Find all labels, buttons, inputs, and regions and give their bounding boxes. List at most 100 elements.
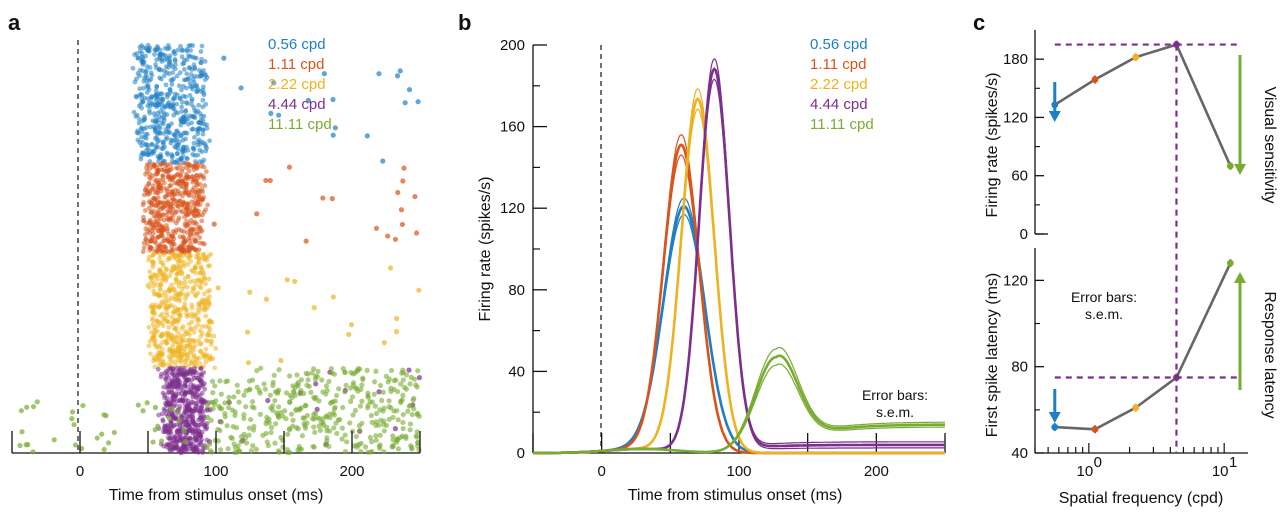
raster-dot	[200, 104, 206, 110]
raster-dot	[176, 279, 182, 285]
raster-dot	[181, 199, 187, 205]
response-latency-label: Response latency	[1261, 291, 1278, 418]
raster-dot	[147, 284, 152, 290]
raster-dot	[196, 259, 202, 265]
raster-dot	[187, 237, 193, 243]
raster-dot	[276, 414, 282, 420]
raster-dot	[402, 100, 408, 106]
raster-dot	[168, 89, 173, 95]
raster-dot	[170, 213, 176, 219]
raster-dot	[312, 410, 319, 416]
raster-dot	[344, 439, 350, 445]
raster-dot	[411, 406, 417, 412]
raster-dot	[183, 136, 188, 142]
raster-dot	[354, 385, 360, 391]
raster-dot	[373, 433, 379, 439]
raster-dot	[199, 121, 204, 126]
raster-dot	[285, 431, 291, 437]
raster-dot	[141, 214, 146, 220]
freq-tick-exp-2: 1	[1229, 454, 1237, 471]
raster-dot	[179, 169, 185, 174]
raster-dot	[136, 103, 142, 109]
raster-legend: 0.56 cpd 1.11 cpd 2.22 cpd 4.44 cpd 11.1…	[268, 36, 332, 133]
raster-dot	[154, 135, 160, 141]
raster-dot	[203, 169, 209, 174]
psth-y-tick-label: 160	[500, 119, 525, 136]
raster-dot	[301, 415, 307, 421]
raster-dot	[191, 246, 197, 252]
raster-dot	[327, 428, 333, 434]
raster-dot	[190, 268, 196, 274]
raster-dot	[166, 45, 172, 51]
raster-dot	[168, 62, 174, 68]
raster-dot	[204, 125, 210, 131]
raster-dot	[178, 43, 183, 49]
raster-dot	[190, 372, 196, 378]
raster-dot	[202, 381, 207, 387]
raster-legend-11.11: 11.11 cpd	[268, 116, 332, 133]
raster-dot	[415, 99, 421, 105]
raster-dot	[261, 381, 267, 387]
raster-dot	[195, 108, 201, 114]
raster-dot	[416, 375, 423, 381]
raster-dot	[359, 382, 365, 388]
raster-dot	[196, 338, 202, 344]
raster-dot	[206, 330, 212, 335]
raster-dot	[172, 326, 178, 331]
raster-dot	[393, 377, 399, 383]
raster-dot	[140, 55, 146, 61]
raster-dot	[292, 278, 298, 284]
raster-dot	[331, 406, 338, 412]
raster-dot	[203, 72, 208, 78]
psth-error-note: Error bars: s.e.m.	[862, 387, 928, 420]
raster-dot	[182, 237, 187, 243]
raster-dot	[144, 64, 150, 69]
raster-dot	[324, 387, 330, 393]
raster-dot	[400, 377, 406, 383]
raster-dot	[405, 408, 411, 414]
raster-dot	[179, 104, 185, 110]
raster-dot	[333, 392, 340, 399]
raster-dot	[348, 369, 354, 376]
raster-dot	[178, 263, 184, 269]
raster-dot	[283, 390, 290, 396]
raster-dot	[164, 112, 170, 117]
raster-dot	[246, 432, 252, 438]
raster-dot	[179, 99, 185, 105]
raster-dot	[357, 403, 364, 409]
raster-dot	[334, 430, 340, 437]
raster-dot	[146, 100, 152, 106]
raster-dot	[182, 113, 188, 119]
raster-dot	[388, 367, 395, 374]
raster-dot	[197, 284, 202, 289]
raster-dot	[276, 449, 283, 455]
raster-dot	[168, 102, 174, 108]
raster-dot	[265, 397, 271, 404]
raster-dot	[170, 252, 176, 258]
raster-dot	[158, 281, 164, 287]
raster-dot	[147, 238, 153, 243]
raster-dot	[174, 101, 180, 107]
raster-dot	[175, 306, 181, 312]
raster-dot	[169, 234, 175, 240]
raster-dot	[164, 91, 170, 97]
raster-dot	[163, 293, 169, 299]
raster-dot	[160, 417, 166, 423]
raster-dot	[207, 294, 212, 299]
raster-dot	[69, 409, 76, 415]
raster-dot	[143, 68, 149, 74]
raster-dot	[184, 293, 190, 299]
raster-dot	[187, 344, 193, 350]
raster-dot	[152, 341, 158, 347]
raster-dot	[199, 218, 205, 224]
raster-dot	[224, 423, 230, 429]
raster-dot	[369, 439, 375, 445]
raster-dot	[160, 339, 166, 345]
rate-y-tick-label: 120	[1003, 109, 1028, 126]
raster-dot	[270, 382, 276, 388]
raster-dot	[176, 259, 181, 265]
raster-dot	[268, 110, 274, 116]
raster-dot	[156, 350, 162, 356]
raster-panel: 0 100 200 0.56 cpd 1.11 cpd 2.22 cpd 4.44 …	[11, 36, 423, 504]
raster-dot	[149, 246, 155, 252]
